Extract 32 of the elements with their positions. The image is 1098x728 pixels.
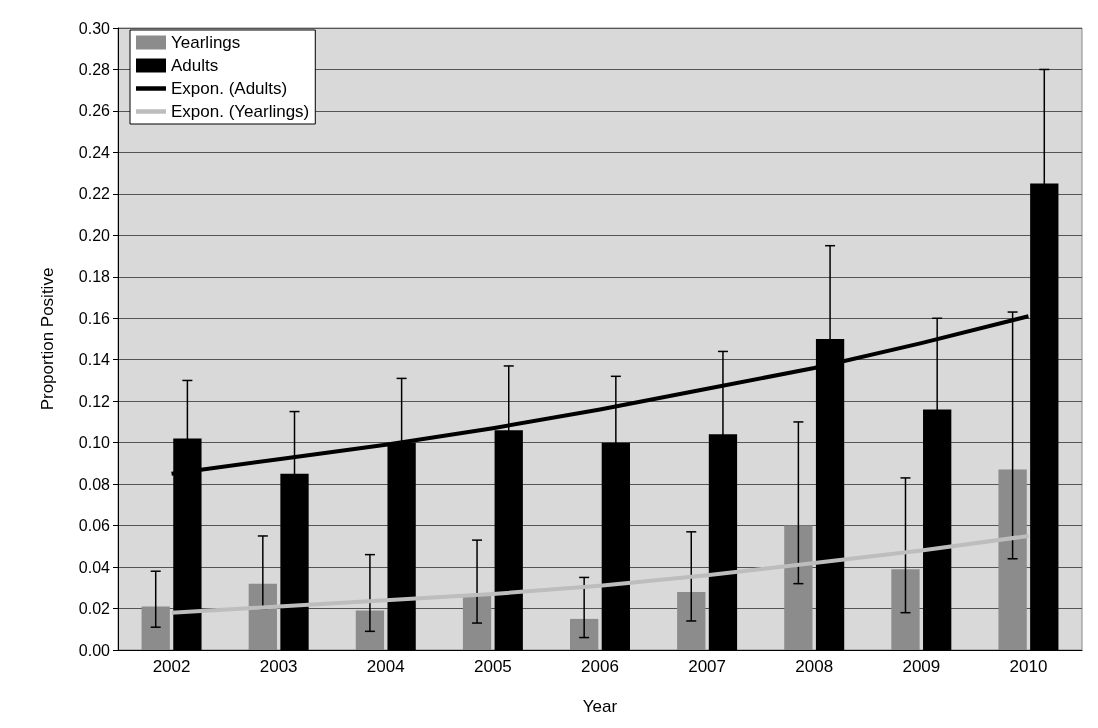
y-tick-label: 0.16 [78,309,111,327]
legend-label: Expon. (Yearlings) [171,102,310,121]
y-tick-label: 0.20 [78,226,111,244]
x-tick-label: 2003 [259,657,298,676]
x-tick-label: 2004 [366,657,405,676]
y-tick-label: 0.10 [78,434,111,452]
x-tick-label: 2006 [581,657,619,676]
legend-label: Expon. (Adults) [171,79,288,98]
legend-label: Adults [171,56,219,75]
y-tick-label: 0.22 [78,185,111,203]
x-tick-label: 2009 [902,657,941,676]
y-tick-label: 0.14 [78,351,111,369]
y-tick-label: 0.12 [78,392,111,410]
x-tick-label: 2010 [1009,657,1048,676]
y-tick-label: 0.24 [78,143,111,161]
y-tick-label: 0.06 [78,517,111,535]
y-tick-label: 0.04 [78,558,111,576]
x-tick-label: 2002 [152,657,191,676]
y-tick-label: 0.30 [78,19,111,37]
line-series [169,533,1031,615]
x-tick-label: 2007 [688,657,727,676]
legend-label: Yearlings [171,33,241,52]
y-tick-label: 0.00 [78,641,111,659]
y-tick-label: 0.02 [78,600,111,618]
x-tick-label: 2008 [795,657,834,676]
y-tick-label: 0.26 [78,102,111,120]
x-axis-title: Year [582,697,618,716]
y-tick-label: 0.08 [78,475,111,493]
y-tick-label: 0.18 [78,268,111,286]
y-tick-label: 0.28 [78,60,111,78]
x-tick-label: 2005 [473,657,512,676]
y-axis-title: Proportion Positive [38,267,57,411]
